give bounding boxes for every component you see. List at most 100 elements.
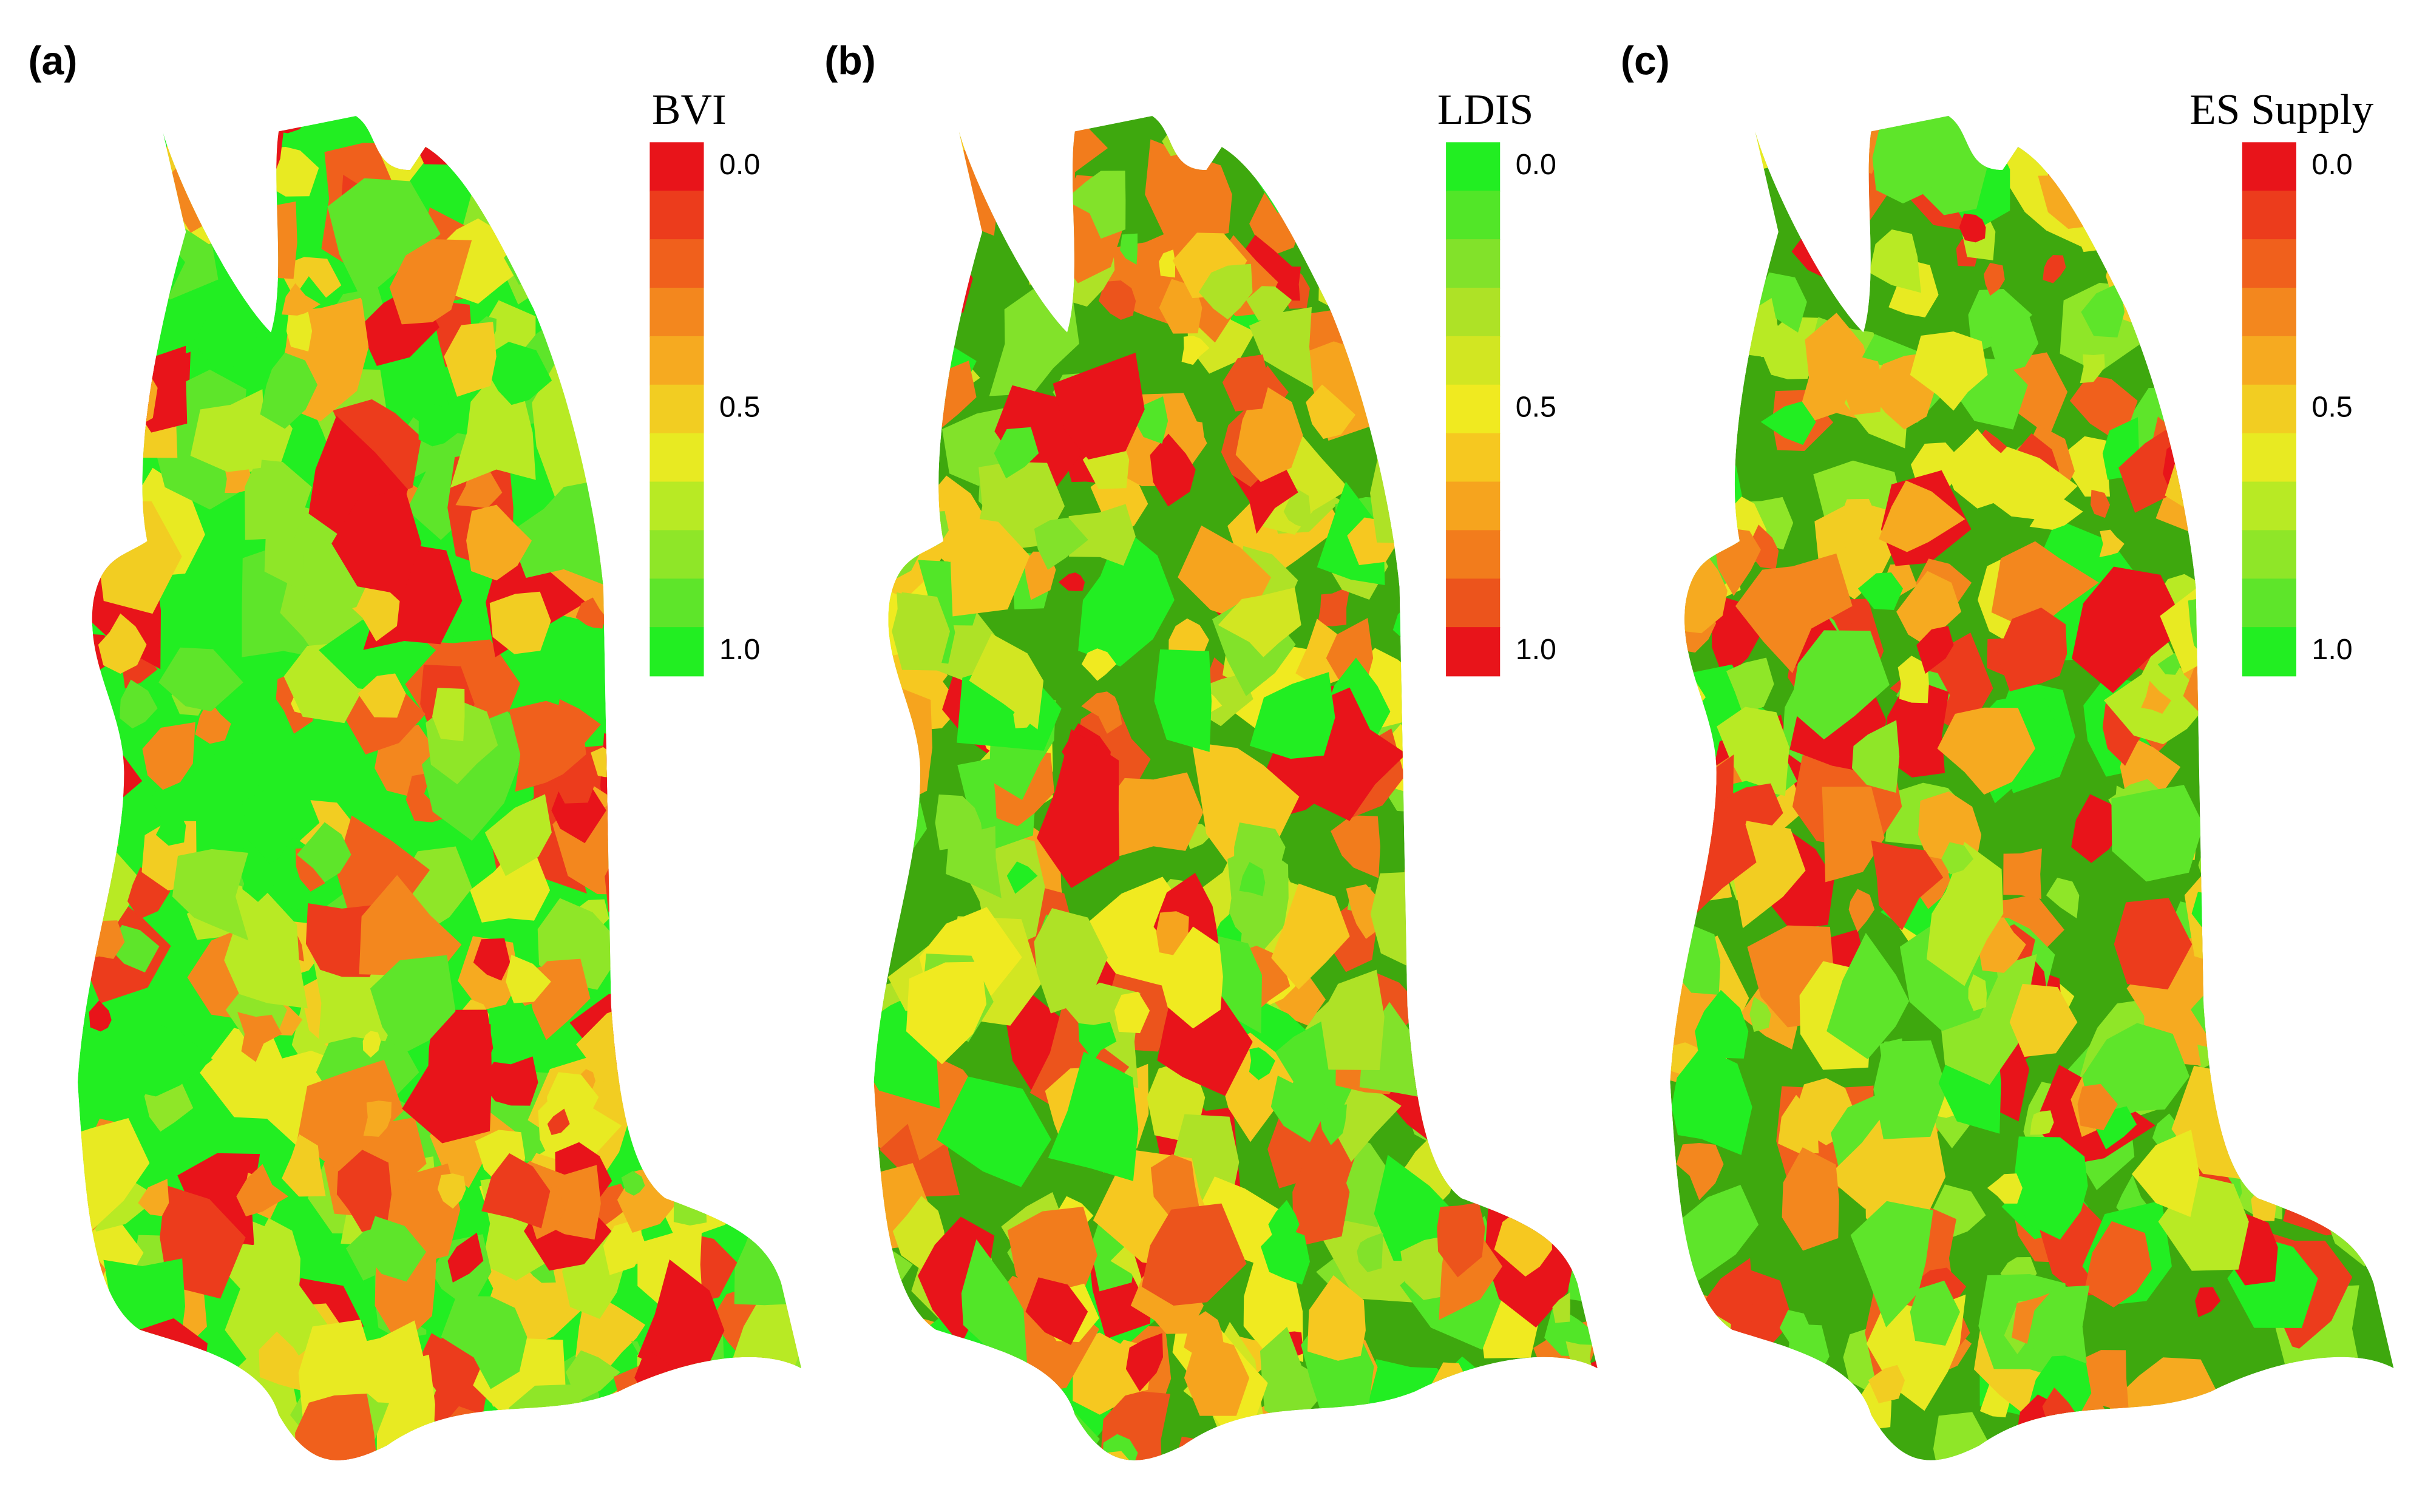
land-patch — [1381, 347, 1428, 385]
land-patch — [2299, 712, 2366, 777]
land-patch — [2315, 1406, 2356, 1460]
land-patch — [1883, 677, 1949, 778]
land-patch — [327, 178, 441, 301]
land-patch — [2196, 897, 2268, 995]
land-patch — [661, 1373, 744, 1460]
land-patch — [209, 1398, 302, 1460]
legend-swatch — [1446, 336, 1501, 386]
land-patch — [873, 752, 919, 831]
land-patch — [1898, 656, 1929, 703]
land-patch — [766, 589, 799, 618]
land-patch — [2111, 785, 2204, 882]
land-patch — [2274, 915, 2313, 958]
land-patch — [2356, 948, 2394, 1042]
land-patch — [662, 969, 745, 1063]
land-patch — [566, 1350, 620, 1402]
land-patch — [536, 1394, 642, 1460]
land-patch — [914, 240, 973, 313]
land-patch — [2259, 862, 2327, 934]
land-patch — [674, 883, 724, 938]
land-patch — [2310, 444, 2361, 520]
land-patch — [1811, 1420, 1888, 1460]
land-patch — [2090, 489, 2111, 518]
land-patch — [2026, 1285, 2090, 1364]
land-patch — [1034, 908, 1108, 1014]
land-patch — [609, 793, 694, 907]
land-patch — [1318, 230, 1402, 323]
land-patch — [2121, 224, 2203, 324]
land-patch — [1255, 1419, 1288, 1460]
land-patch — [2030, 1110, 2054, 1135]
land-patch — [1822, 786, 1885, 883]
land-patch — [2099, 529, 2125, 557]
land-patch — [1675, 1299, 1709, 1340]
land-patch — [2064, 436, 2111, 497]
land-patch — [1726, 657, 1774, 714]
land-patch — [403, 116, 494, 165]
land-patch — [2304, 558, 2351, 625]
land-patch — [195, 699, 231, 744]
land-patch — [1941, 842, 1974, 875]
land-patch — [1292, 1158, 1350, 1248]
land-patch — [1990, 308, 2039, 374]
land-patch — [197, 153, 236, 206]
land-patch — [739, 802, 775, 838]
land-patch — [402, 1020, 492, 1144]
land-patch — [623, 735, 708, 843]
land-patch — [1873, 1040, 1947, 1139]
land-patch — [1695, 989, 1749, 1059]
land-patch — [505, 125, 573, 186]
map-panel: (a) BVI 0.0 0.5 1.0 — [28, 38, 801, 1460]
land-patch — [1457, 668, 1562, 762]
land-patch — [2358, 434, 2394, 486]
land-patch — [224, 892, 308, 1009]
land-patch — [1670, 463, 1725, 535]
land-patch — [1959, 213, 1986, 243]
land-patch — [2227, 1073, 2252, 1103]
land-patch — [282, 1134, 326, 1197]
land-patch — [926, 339, 953, 376]
land-patch — [1437, 1202, 1485, 1278]
land-patch — [1025, 1277, 1088, 1345]
land-patch — [418, 404, 462, 447]
land-patch — [77, 836, 106, 879]
land-patch — [2254, 1009, 2345, 1148]
land-patch — [282, 283, 321, 316]
land-patch — [1850, 1201, 1933, 1327]
land-patch — [2141, 680, 2171, 714]
land-patch — [1987, 1173, 2023, 1204]
land-patch — [1200, 674, 1253, 727]
land-patch — [423, 1406, 526, 1460]
land-patch — [1064, 171, 1126, 239]
land-patch — [2304, 1149, 2368, 1218]
land-patch — [2205, 916, 2310, 1027]
land-patch — [2348, 429, 2394, 495]
land-patch — [1868, 1365, 1905, 1403]
land-patch — [1198, 263, 1253, 320]
land-patch — [1372, 231, 1399, 257]
land-patch — [674, 1007, 798, 1102]
land-patch — [734, 1191, 801, 1306]
land-patch — [2029, 483, 2083, 530]
land-patch — [389, 239, 472, 325]
land-patch — [89, 1000, 112, 1032]
legend-tick-label: 0.5 — [719, 390, 760, 423]
land-patch — [1724, 128, 1746, 159]
land-patch — [470, 855, 551, 923]
land-patch — [1317, 586, 1351, 626]
land-patch — [1774, 1430, 1804, 1458]
land-patch — [2323, 668, 2394, 800]
land-patch — [1422, 1099, 1445, 1136]
land-patch — [1512, 268, 1598, 390]
land-patch — [77, 832, 96, 869]
legend-swatch — [649, 336, 704, 386]
land-patch — [2287, 847, 2319, 872]
legend-swatch — [2242, 384, 2296, 434]
land-patch — [1521, 977, 1593, 1081]
land-patch — [1258, 116, 1311, 147]
land-patch — [1145, 139, 1232, 240]
land-patch — [481, 1153, 551, 1229]
legend-swatch — [1446, 433, 1501, 483]
land-patch — [77, 249, 114, 340]
map-area — [873, 116, 1598, 1460]
